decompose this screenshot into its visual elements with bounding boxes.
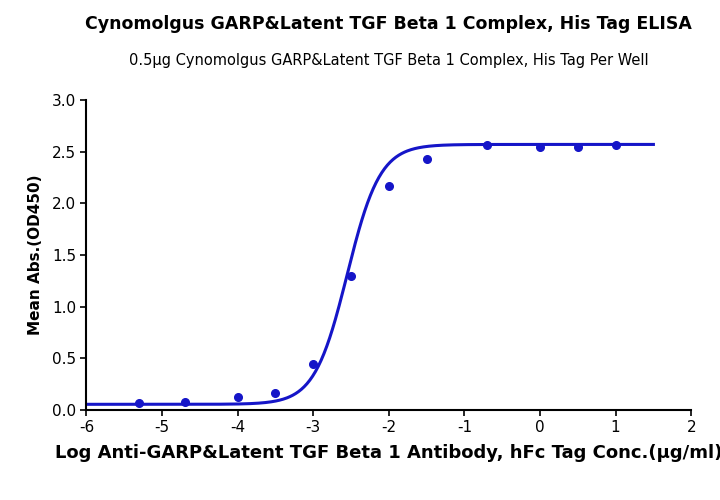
Text: 0.5μg Cynomolgus GARP&Latent TGF Beta 1 Complex, His Tag Per Well: 0.5μg Cynomolgus GARP&Latent TGF Beta 1 … bbox=[129, 52, 649, 68]
Text: Cynomolgus GARP&Latent TGF Beta 1 Complex, His Tag ELISA: Cynomolgus GARP&Latent TGF Beta 1 Comple… bbox=[86, 15, 692, 33]
X-axis label: Log Anti-GARP&Latent TGF Beta 1 Antibody, hFc Tag Conc.(μg/ml): Log Anti-GARP&Latent TGF Beta 1 Antibody… bbox=[55, 444, 720, 462]
Y-axis label: Mean Abs.(OD450): Mean Abs.(OD450) bbox=[28, 175, 43, 336]
